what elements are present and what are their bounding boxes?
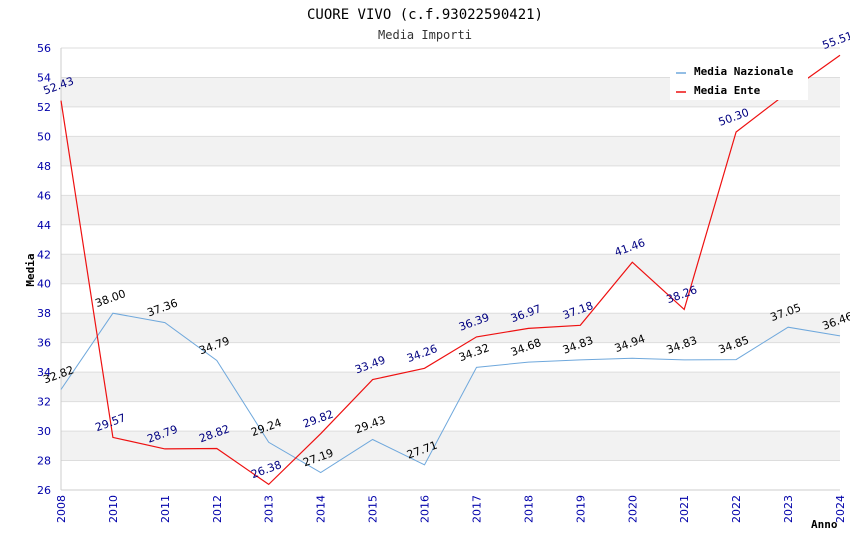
x-tick-label: 2022 <box>730 495 743 523</box>
grid-band <box>61 283 840 314</box>
grid-band <box>61 313 840 343</box>
grid-band <box>61 195 840 225</box>
y-tick-label: 26 <box>37 484 51 497</box>
x-tick-label: 2017 <box>470 495 483 523</box>
grid-band <box>61 254 840 284</box>
x-tick-label: 2014 <box>315 495 328 523</box>
chart-subtitle: Media Importi <box>378 28 472 42</box>
y-axis-ticks: 26 28 30 32 34 36 38 40 42 44 46 48 50 52 54 56 <box>37 42 51 497</box>
series-lines <box>60 54 841 486</box>
grid-band <box>61 106 840 137</box>
grid-bands <box>60 47 840 491</box>
y-tick-label: 32 <box>37 396 51 409</box>
y-tick-label: 42 <box>37 248 51 261</box>
grid-band <box>61 342 840 373</box>
y-tick-label: 28 <box>37 455 51 468</box>
y-tick-label: 34 <box>37 366 51 379</box>
x-axis-ticks: 2008 2010 2011 2012 2013 2014 2015 2016 2017 2018… <box>55 495 847 523</box>
legend-label-media-nazionale: Media Nazionale <box>694 65 794 78</box>
x-tick-label: 2020 <box>626 495 639 523</box>
grid-band <box>61 136 840 166</box>
chart-title: CUORE VIVO (c.f.93022590421) <box>307 7 543 23</box>
y-tick-label: 56 <box>37 42 51 55</box>
x-tick-label: 2015 <box>367 495 380 523</box>
grid-band <box>61 460 840 490</box>
legend: Media Nazionale Media Ente <box>670 60 808 100</box>
y-tick-label: 30 <box>37 425 51 438</box>
grid-band <box>61 431 840 461</box>
y-tick-label: 54 <box>37 71 51 84</box>
y-tick-label: 44 <box>37 219 51 232</box>
y-tick-label: 38 <box>37 307 51 320</box>
y-axis-label: Media <box>24 253 37 286</box>
grid-band <box>61 224 840 255</box>
x-tick-label: 2016 <box>419 495 432 523</box>
y-tick-label: 48 <box>37 160 51 173</box>
x-tick-label: 2023 <box>782 495 795 523</box>
x-tick-label: 2011 <box>159 495 172 523</box>
x-axis-label: Anno <box>811 518 838 531</box>
y-tick-label: 40 <box>37 278 51 291</box>
x-tick-label: 2018 <box>522 495 535 523</box>
legend-box <box>670 60 808 100</box>
x-tick-label: 2010 <box>107 495 120 523</box>
x-tick-label: 2021 <box>678 495 691 523</box>
legend-label-media-ente: Media Ente <box>694 84 761 97</box>
series-line-media-ente <box>60 54 841 486</box>
series-line-media-nazionale <box>60 312 841 474</box>
y-tick-label: 46 <box>37 189 51 202</box>
x-tick-label: 2013 <box>263 495 276 523</box>
x-tick-label: 2008 <box>55 495 68 523</box>
x-tick-label: 2012 <box>211 495 224 523</box>
x-tick-label: 2019 <box>574 495 587 523</box>
y-tick-label: 36 <box>37 337 51 350</box>
grid-band <box>61 165 840 196</box>
x-tick-label: 2024 <box>834 495 847 523</box>
y-tick-label: 52 <box>37 101 51 114</box>
y-tick-label: 50 <box>37 130 51 143</box>
grid-band <box>61 372 840 402</box>
